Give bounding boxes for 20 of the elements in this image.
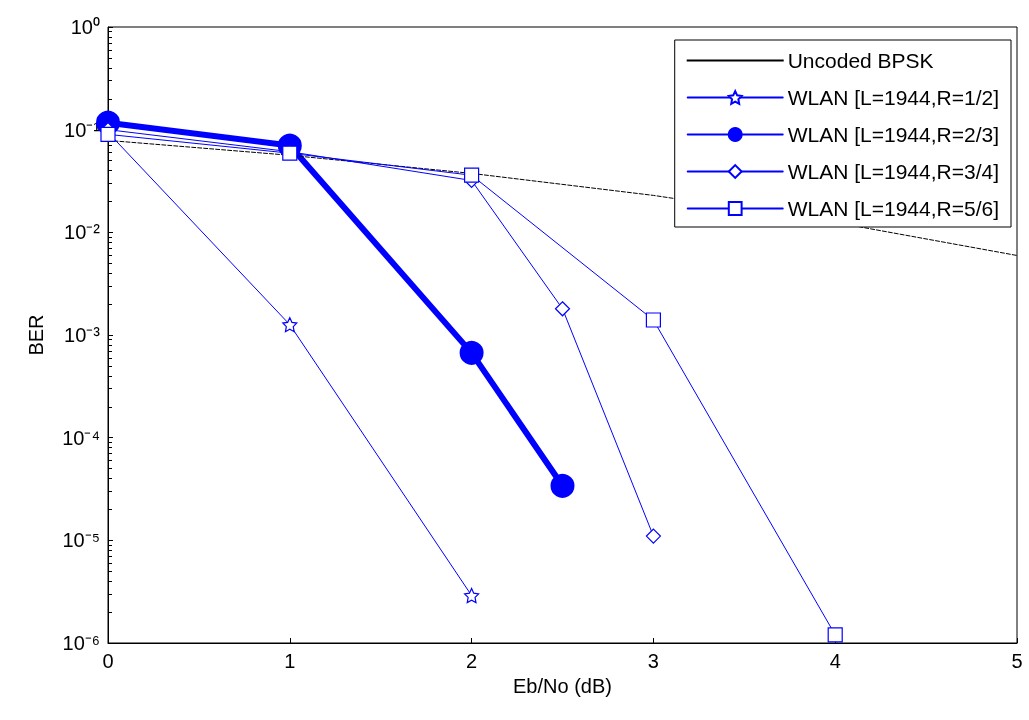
legend-label: WLAN [L=1944,R=1/2] <box>787 86 999 109</box>
x-tick-label: 2 <box>466 650 478 672</box>
y-tick-label: 10⁰ <box>70 16 100 38</box>
x-tick-label: 4 <box>829 650 841 672</box>
y-tick-label: 10⁻² <box>64 221 101 244</box>
y-tick-label: 10⁻⁶ <box>62 632 100 654</box>
x-axis-title: Eb/No (dB) <box>513 674 612 697</box>
legend-label: Uncoded BPSK <box>787 49 934 72</box>
legend-label: WLAN [L=1944,R=5/6] <box>787 197 999 220</box>
x-tick-label: 3 <box>647 650 659 672</box>
y-tick-label: 10⁻¹ <box>64 118 101 141</box>
legend-label: WLAN [L=1944,R=3/4] <box>787 160 999 183</box>
x-tick-label: 0 <box>102 650 114 672</box>
y-axis-title: BER <box>25 314 47 356</box>
y-tick-label: 10⁻⁵ <box>62 529 100 552</box>
y-tick-label: 10⁻³ <box>64 324 101 346</box>
y-tick-label: 10⁻⁴ <box>62 426 100 449</box>
legend-label: WLAN [L=1944,R=2/3] <box>787 123 999 146</box>
x-tick-label: 1 <box>284 650 296 672</box>
x-tick-label: 5 <box>1011 650 1023 672</box>
